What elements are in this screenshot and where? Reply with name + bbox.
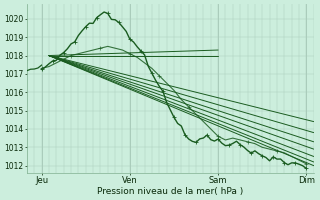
X-axis label: Pression niveau de la mer( hPa ): Pression niveau de la mer( hPa ) <box>97 187 244 196</box>
